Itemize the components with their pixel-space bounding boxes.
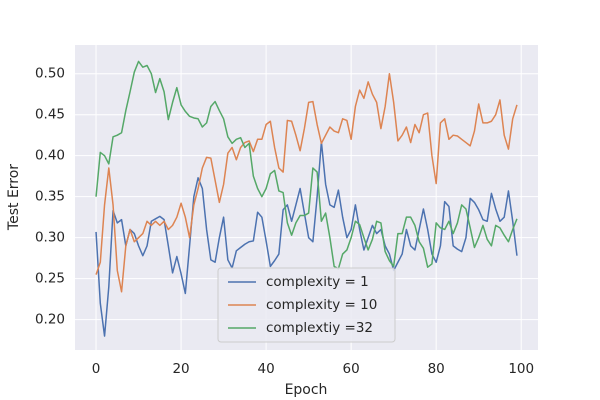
legend-label: complexity = 1 — [266, 274, 369, 290]
data-line — [95, 141, 518, 337]
y-axis-label: Test Error — [6, 164, 22, 231]
x-tick-label: 60 — [343, 361, 360, 377]
x-tick-label: 40 — [258, 361, 275, 377]
x-tick-label: 100 — [508, 361, 534, 377]
data-line — [95, 60, 518, 270]
y-tick-label: 0.20 — [35, 312, 65, 328]
x-axis-label: Epoch — [285, 382, 328, 398]
x-tick-label: 80 — [428, 361, 445, 377]
x-tick-label: 20 — [172, 361, 189, 377]
legend-label: complextiy =32 — [266, 320, 373, 336]
y-tick-label: 0.25 — [35, 271, 65, 287]
y-tick-label: 0.30 — [35, 230, 65, 246]
y-tick-label: 0.40 — [35, 148, 65, 164]
legend-box — [217, 267, 396, 343]
x-tick-label: 0 — [92, 361, 101, 377]
y-tick-label: 0.50 — [35, 66, 65, 82]
y-tick-label: 0.35 — [35, 189, 65, 205]
legend-label: complexity = 10 — [266, 297, 377, 313]
data-line — [95, 72, 518, 293]
y-tick-label: 0.45 — [35, 107, 65, 123]
